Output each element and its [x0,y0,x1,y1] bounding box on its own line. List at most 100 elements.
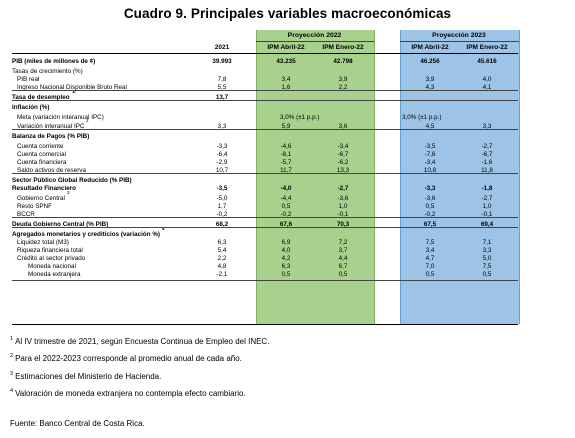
footnote-2: 2 Para el 2022-2023 corresponde al promed… [10,353,242,363]
cell-value: 10,8 [423,167,437,174]
section-rule [12,90,518,91]
cell-value: -4,4 [280,195,292,202]
cell-value: 6,3 [217,239,227,246]
cell-value: 3,3 [482,247,492,254]
row-label: PIB real [17,76,40,83]
cell-value: -6,4 [216,151,228,158]
cell-value: 4,5 [425,123,435,130]
cell-value: -3,4 [337,143,349,150]
cell-value: -7,6 [424,151,436,158]
cell-value: 5,5 [217,84,227,91]
cell-value: -6,7 [337,151,349,158]
section-rule [12,173,518,174]
row-label: Ingreso Nacional Disponible Bruto Real [17,84,127,91]
row-label: Variación interanual IPC [17,123,85,130]
cell-value: 6,9 [281,239,291,246]
cell-value: -6,7 [481,151,493,158]
cell-value: 0,5 [425,271,435,278]
cell-value: 7,5 [425,239,435,246]
table-row: Variación interanual IPC 2 3,3 5,9 3,6 4,5 3,3 [12,118,518,131]
cell-value: 6,3 [281,263,291,270]
cell-value: -3,3 [216,143,228,150]
table-row: Balanza de Pagos (% PIB) [12,132,518,141]
footnote-3: 3 Estimaciones del Ministerio de Hacienda… [10,371,162,381]
cell-value: 6,7 [338,263,348,270]
cell-value: 1,7 [217,203,227,210]
cell-value: 3,4 [425,247,435,254]
cell-value: 3,4 [281,76,291,83]
cell-value: 45.616 [477,58,497,65]
table-row: PIB real 7,8 3,4 3,9 3,9 4,0 [12,75,518,84]
header-col-2021: 2021 [214,44,230,51]
projection-2022-band [256,30,375,324]
cell-value: 11,8 [481,167,493,174]
table-row: PIB (miles de millones de ¢) 39.993 43.235… [12,57,518,66]
cell-value: 0,5 [281,271,291,278]
inflation-target-2022: 3,0% (±1 p.p.) [280,114,320,121]
cell-value: 13,3 [336,167,350,174]
cell-value: 4,0 [482,76,492,83]
table-row: Liquidez total (M3) 6,3 6,9 7,2 7,5 7,1 [12,238,518,247]
section-rule [12,217,518,218]
row-label: Meta (variación interanual IPC) [17,114,104,121]
cell-value: 3,6 [338,123,348,130]
cell-value: 2,2 [338,84,348,91]
row-label: Saldo activos de reserva [17,167,86,174]
cell-value: 70,3 [336,221,350,228]
table-title: Cuadro 9. Principales variables macroeco… [123,6,452,21]
row-label: Crédito al sector privado [17,255,86,262]
cell-value: 5,0 [482,255,492,262]
row-label: Inflación (%) [12,104,50,111]
cell-value: -0,1 [337,211,349,218]
cell-value: 3,3 [217,123,227,130]
row-label: Liquidez total (M3) [17,239,69,246]
cell-value: 0,5 [425,203,435,210]
cell-value: 4,1 [482,84,492,91]
cell-value: 1,6 [281,84,291,91]
cell-value: 10,7 [215,167,229,174]
header-bottom-rule [12,53,518,54]
cell-value: 7,8 [217,76,227,83]
row-label: Gobierno Central [17,195,65,202]
table-row: Resto SPNF 1,7 0,5 1,0 0,5 1,0 [12,202,518,211]
cell-value: 67,6 [279,221,293,228]
row-label: Balanza de Pagos (% PIB) [12,133,90,140]
table-row: Crédito al sector privado 2,2 4,2 4,4 4,7 5,0 [12,254,518,263]
row-label: Sector Público Global Reducido (% PIB) [12,177,132,184]
cell-value: -1,8 [481,185,493,192]
row-label: Agregados monetarios y crediticios (vari… [12,231,161,238]
cell-value: 42.798 [333,58,353,65]
cell-value: 4,0 [281,247,291,254]
cell-value: -0,2 [424,211,436,218]
row-label: Moneda extranjera [28,271,81,278]
header-projection-2022: Proyección 2022 [287,32,342,39]
projection-2023-band [400,30,520,324]
row-label: PIB (miles de millones de ¢) [12,58,96,65]
cell-value: 1,0 [338,203,348,210]
header-col-ipm-abril-2023: IPM Abril-22 [411,44,449,51]
cell-value: 69,4 [480,221,494,228]
cell-value: -3,5 [216,185,228,192]
cell-value: -3,6 [424,195,436,202]
cell-value: 4,8 [217,263,227,270]
header-rule-2022 [256,41,374,42]
header-projection-2023: Proyección 2023 [432,32,486,39]
row-label: Resto SPNF [17,203,52,210]
cell-value: 0,5 [281,203,291,210]
cell-value: 7,0 [425,263,435,270]
table-row: Agregados monetarios y crediticios (vari… [12,226,165,238]
header-col-ipm-enero-2023: IPM Enero-22 [466,44,508,51]
header-col-ipm-abril-2022: IPM Abril-22 [267,44,305,51]
row-label: BCCR [17,211,35,218]
cell-value: 3,7 [338,247,348,254]
cell-value: 2,2 [217,255,227,262]
table-row: Deuda Gobierno Central (% PIB) 68,2 67,6 70… [12,220,518,229]
table-row: Sector Público Global Reducido (% PIB) [12,176,518,185]
cell-value: 4,7 [425,255,435,262]
cell-value: -0,1 [481,211,493,218]
cell-value: -2,7 [481,195,493,202]
macro-table: Proyección 2022 Proyección 2023 2021 IPM… [12,30,522,326]
table-row: Tasa de desempleo 1/13,7 [12,89,518,102]
cell-value: -8,1 [280,151,292,158]
cell-value: 7,1 [482,239,492,246]
